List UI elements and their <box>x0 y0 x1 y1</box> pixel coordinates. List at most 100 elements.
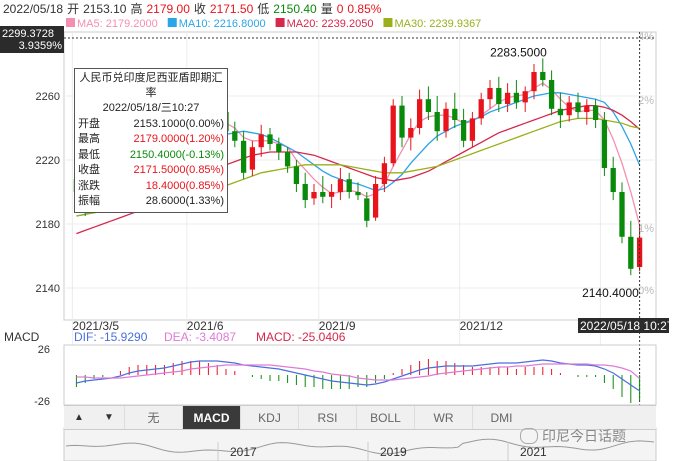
ma5-label: MA5: 2179.2000 <box>77 18 158 30</box>
y-tick-label: 2180 <box>36 219 60 231</box>
tooltip-row: 振幅 28.6000(1.33%) <box>75 194 227 210</box>
x-tick-label: 2021/3/5 <box>72 319 119 333</box>
candle-body <box>610 168 616 192</box>
scroll-up-arrow-icon[interactable]: ▲ <box>74 412 84 423</box>
high-annotation: 2283.5000 <box>490 45 547 59</box>
x-tick-label: 2021/9 <box>319 319 356 333</box>
tab-0[interactable]: 无 <box>124 406 182 429</box>
candle-body <box>293 166 300 184</box>
candle-body <box>355 192 361 196</box>
tooltip-row-value: 2153.1000(0.00%) <box>133 117 224 130</box>
header-field: 2153.10 <box>83 2 127 16</box>
tooltip-row-key: 最高 <box>78 133 100 145</box>
tooltip-row-value: 2150.4000(-0.13%) <box>129 148 224 161</box>
tooltip-row: 涨跌 18.4000(0.85%) <box>75 179 227 195</box>
tooltip-row: 开盘 2153.1000(0.00%) <box>75 117 227 133</box>
candle-body <box>364 198 370 221</box>
candle-body <box>328 192 335 197</box>
tooltip-row-key: 涨跌 <box>78 179 100 192</box>
candle-body <box>619 192 625 237</box>
candle-body <box>232 131 238 141</box>
macd-label: MACD <box>4 330 40 344</box>
candle-body <box>337 179 344 192</box>
candle-body <box>531 72 537 92</box>
candle-body <box>592 105 599 120</box>
tooltip-date: 2022/05/18/三10:27 <box>102 102 200 114</box>
navigator-label: 2019 <box>380 445 407 459</box>
header-field: 0 <box>337 2 344 16</box>
tab-6[interactable]: DMI <box>472 406 530 429</box>
header-field: 2179.00 <box>146 2 190 16</box>
candle-body <box>513 92 520 103</box>
header-field: 低 <box>257 2 269 16</box>
tooltip-row-key: 最低 <box>78 148 100 161</box>
macd-tick: -26 <box>34 396 50 408</box>
low-annotation: 2140.4000 <box>582 286 639 300</box>
candle-body <box>575 102 581 112</box>
x-tick-label: 2021/6 <box>187 319 224 333</box>
ma10-label-swatch <box>167 18 177 27</box>
candle-body <box>548 80 555 109</box>
tooltip-row-key: 收盘 <box>78 164 100 176</box>
navigator-line <box>65 438 655 455</box>
candle-body <box>249 147 256 170</box>
date-readout-box <box>578 318 669 333</box>
tab-2[interactable]: KDJ <box>240 406 298 429</box>
candle-body <box>284 152 291 167</box>
candle-body <box>496 88 502 104</box>
y-tick-label: 2260 <box>36 91 60 103</box>
candle-body <box>346 179 352 192</box>
wechat-icon <box>520 428 538 444</box>
candle-body <box>425 99 432 112</box>
candle-body <box>540 72 546 80</box>
candle-body <box>276 144 282 152</box>
x-tick-label: 2021/12 <box>460 319 504 333</box>
macd-dea-line <box>76 363 640 381</box>
candle-body <box>487 88 493 100</box>
navigator-label: 2017 <box>230 445 257 459</box>
tooltip-row: 最低 2150.4000(-0.13%) <box>75 148 227 164</box>
candle-body <box>267 134 273 144</box>
candle-body <box>434 112 440 132</box>
header-field: 2171.50 <box>210 2 254 16</box>
candle-body <box>381 163 388 184</box>
candle-body <box>504 92 511 104</box>
candle-body <box>469 118 476 141</box>
candle-body <box>628 236 634 269</box>
candle-body <box>320 192 326 197</box>
header-field: 2150.40 <box>273 2 317 16</box>
ma30-label: MA30: 2239.9367 <box>394 18 481 30</box>
macd-dif-label: DIF: -15.9290 <box>74 330 148 344</box>
tooltip-row-key: 开盘 <box>78 117 100 130</box>
tooltip-row-value: 2179.0000(1.20%) <box>133 133 224 145</box>
header-field: 高 <box>130 1 142 16</box>
price-readout-pct: 3.9359% <box>19 40 63 52</box>
navigator-label: 2021 <box>520 445 547 459</box>
candle-body <box>372 184 379 218</box>
candle-body <box>557 108 564 116</box>
macd-tick: 26 <box>38 344 50 356</box>
price-readout-box <box>0 26 64 53</box>
tooltip-row: 收盘 2171.5000(0.85%) <box>75 163 227 179</box>
tab-5[interactable]: WR <box>414 406 472 429</box>
tooltip-title: 人民币兑印度尼西亚盾即期汇率 <box>79 72 223 99</box>
macd-dif-line <box>76 359 640 392</box>
right-pct-tick: 0% <box>638 285 654 297</box>
candle-body <box>443 108 449 132</box>
y-tick-label: 2140 <box>36 283 60 295</box>
scroll-down-arrow-icon[interactable]: ▼ <box>104 412 114 423</box>
right-pct-tick: 4% <box>638 31 654 43</box>
tab-4[interactable]: BOLL <box>356 406 414 429</box>
tab-1[interactable]: MACD <box>182 406 240 429</box>
ma5-label-swatch <box>66 18 75 27</box>
candle-body <box>584 105 590 112</box>
header-field: 量 <box>321 2 333 16</box>
tooltip-row-value: 18.4000(0.85%) <box>145 179 224 192</box>
watermark-text: 印尼今日话题 <box>542 428 626 444</box>
candle-body <box>399 105 405 138</box>
plot-frame <box>63 31 657 321</box>
tooltip-panel: 人民币兑印度尼西亚盾即期汇率 2022/05/18/三10:27 开盘 2153.… <box>74 68 228 213</box>
tab-3[interactable]: RSI <box>298 406 356 429</box>
right-pct-tick: 2% <box>638 95 654 107</box>
